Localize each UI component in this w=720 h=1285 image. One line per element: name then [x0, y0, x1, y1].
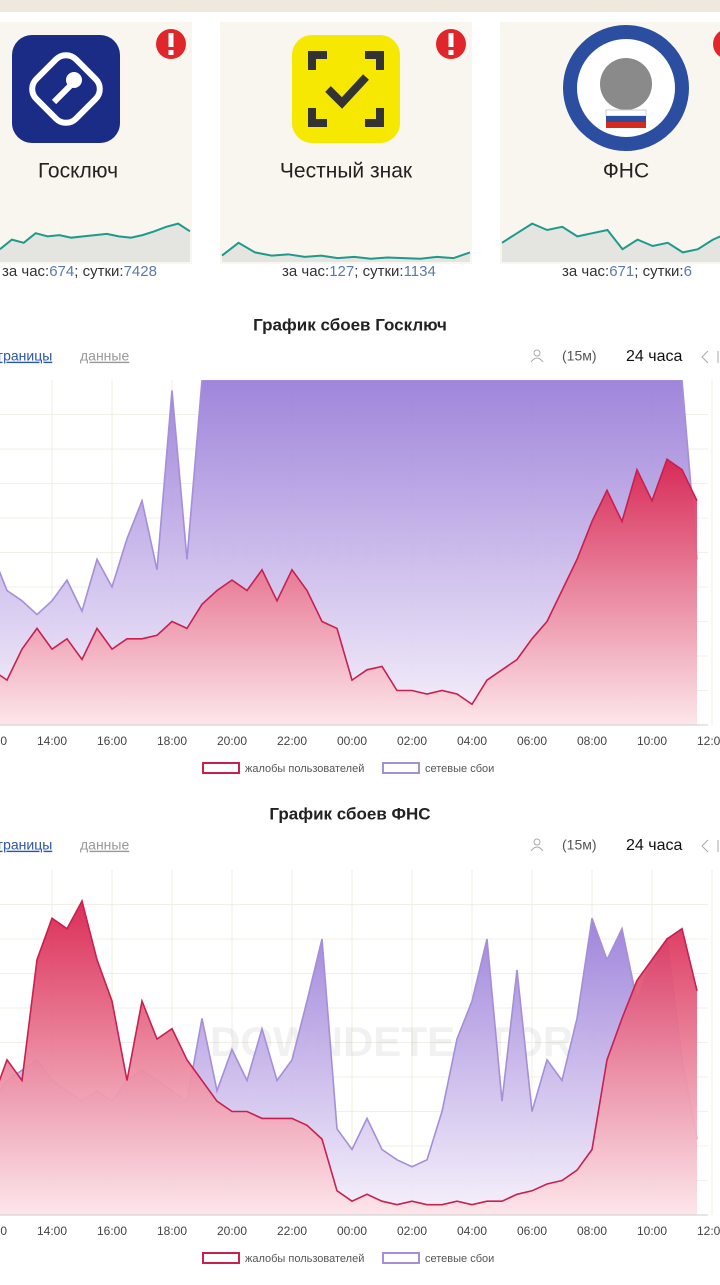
area-fill [0, 901, 697, 1215]
legend-label: сетевые сбои [425, 763, 494, 775]
sparkline [221, 241, 471, 260]
sparkline-area [502, 223, 720, 262]
stat-hour-label: за час: [2, 263, 49, 280]
user-icon [533, 838, 541, 846]
user-icon [530, 846, 544, 852]
icon-fns [563, 25, 689, 151]
x-tick-label: 22:00 [277, 734, 307, 748]
legend-label: жалобы пользователей [245, 1253, 364, 1265]
x-tick-label: 16:00 [97, 1224, 127, 1238]
card-name: ФНС [603, 160, 649, 183]
stat-hour: 671 [609, 263, 634, 280]
prev-icon [701, 350, 719, 364]
stat-day: 7428 [124, 263, 157, 280]
x-tick-label: 18:00 [157, 1224, 187, 1238]
series-line [0, 898, 698, 1206]
alert-icon [156, 29, 186, 59]
sparkline [501, 222, 720, 254]
x-tick-label: 12:00 [697, 1224, 720, 1238]
stat-day-label: ; сутки: [74, 263, 123, 280]
stat-day-label: ; сутки: [634, 263, 683, 280]
stat-hour-label: за час: [562, 263, 609, 280]
x-tick-label: 02:00 [397, 734, 427, 748]
top-strip [0, 0, 720, 12]
user-icon [530, 357, 544, 363]
series-line [0, 380, 698, 616]
x-tick-label: 16:00 [97, 734, 127, 748]
stat-day-label: ; сутки: [354, 263, 403, 280]
x-tick-label: 12:00 [697, 734, 720, 748]
link-data[interactable]: данные [80, 348, 129, 364]
card-stats: за час:127; сутки:1134 [282, 263, 436, 280]
alert-icon [713, 31, 720, 57]
stat-hour-label: за час: [282, 263, 329, 280]
card-name: Честный знак [280, 160, 413, 183]
legend-swatch [202, 1252, 240, 1264]
x-tick-label: 06:00 [517, 1224, 547, 1238]
x-tick-label: 12:00 [0, 734, 7, 748]
x-tick-label: 22:00 [277, 1224, 307, 1238]
x-tick-label: 08:00 [577, 1224, 607, 1238]
legend-label: сетевые сбои [425, 1253, 494, 1265]
x-tick-label: 14:00 [37, 734, 67, 748]
card-stats: за час:674; сутки:7428 [2, 263, 157, 280]
sparkline [0, 222, 191, 250]
x-tick-label: 06:00 [517, 734, 547, 748]
area-fill [0, 459, 697, 725]
stat-hour: 127 [329, 263, 354, 280]
x-tick-label: 02:00 [397, 1224, 427, 1238]
x-tick-label: 00:00 [337, 1224, 367, 1238]
icon-goskey [12, 35, 120, 143]
alert-icon [436, 29, 466, 59]
stat-day: 6 [684, 263, 692, 280]
range[interactable]: 24 часа [626, 837, 682, 854]
x-tick-label: 10:00 [637, 1224, 667, 1238]
interval[interactable]: (15м) [562, 348, 597, 364]
x-tick-label: 04:00 [457, 734, 487, 748]
link-data[interactable]: данные [80, 837, 129, 853]
legend-swatch [382, 762, 420, 774]
link-borders[interactable]: границы [0, 348, 52, 364]
x-tick-label: 18:00 [157, 734, 187, 748]
range[interactable]: 24 часа [626, 348, 682, 365]
chart-title: График сбоев ФНС [269, 804, 430, 823]
series-line [0, 458, 698, 706]
stat-hour: 674 [49, 263, 74, 280]
user-icon [533, 349, 541, 357]
x-tick-label: 12:00 [0, 1224, 7, 1238]
x-tick-label: 10:00 [637, 734, 667, 748]
x-tick-label: 20:00 [217, 1224, 247, 1238]
link-borders[interactable]: границы [0, 837, 52, 853]
chart-title: График сбоев Госключ [253, 315, 447, 334]
legend-swatch [382, 1252, 420, 1264]
icon-chestny [292, 35, 400, 143]
legend-label: жалобы пользователей [245, 763, 364, 775]
stat-day: 1134 [404, 263, 436, 280]
x-tick-label: 00:00 [337, 734, 367, 748]
interval[interactable]: (15м) [562, 837, 597, 853]
card-stats: за час:671; сутки:6 [562, 263, 692, 280]
x-tick-label: 04:00 [457, 1224, 487, 1238]
sparkline-area [222, 242, 470, 262]
x-tick-label: 20:00 [217, 734, 247, 748]
x-tick-label: 14:00 [37, 1224, 67, 1238]
x-tick-label: 08:00 [577, 734, 607, 748]
card-name: Госключ [38, 160, 118, 183]
sparkline-area [0, 223, 190, 262]
prev-icon [701, 839, 719, 853]
legend-swatch [202, 762, 240, 774]
